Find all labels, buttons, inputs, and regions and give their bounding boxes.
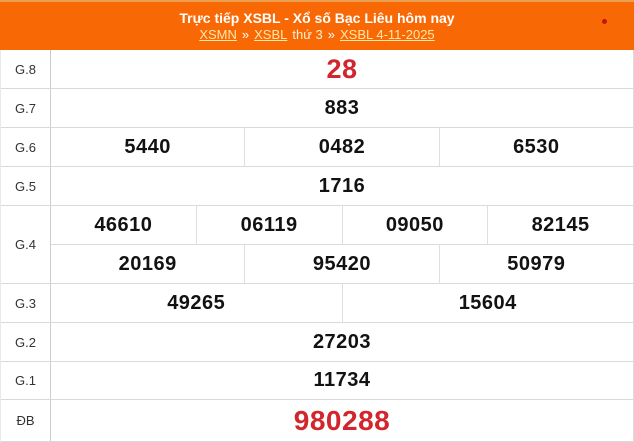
prize-number: 980288 xyxy=(293,404,391,436)
prize-number: 49265 xyxy=(167,291,226,314)
prize-number: 09050 xyxy=(341,206,488,244)
page-title: Trực tiếp XSBL - Xổ số Bạc Liêu hôm nay xyxy=(179,10,455,26)
prize-label: G.5 xyxy=(1,167,51,205)
breadcrumb-separator: » xyxy=(327,27,335,42)
prize-row-g5: G.5 1716 xyxy=(1,167,633,206)
prize-row-g1: G.1 11734 xyxy=(1,362,633,400)
results-table: G.8 28 G.7 883 G.6 5440 0482 6530 xyxy=(0,50,634,442)
prize-row-g8: G.8 28 xyxy=(1,50,633,89)
prize-number: 883 xyxy=(324,96,360,119)
prize-number: 06119 xyxy=(195,206,342,244)
prize-label: G.2 xyxy=(1,323,51,361)
prize-label: G.6 xyxy=(1,128,51,166)
breadcrumb-link-xsbl-date[interactable]: XSBL 4-11-2025 xyxy=(339,27,435,42)
breadcrumb-separator: » xyxy=(241,27,250,42)
prize-label: ĐB xyxy=(1,400,51,441)
prize-label: G.8 xyxy=(1,50,51,88)
prize-number: 28 xyxy=(326,53,358,84)
prize-number: 0482 xyxy=(244,128,438,166)
prize-row-g4: G.4 46610 06119 09050 82145 20169 95420 … xyxy=(1,206,633,284)
breadcrumb-weekday: thứ 3 xyxy=(292,27,323,42)
prize-number: 20169 xyxy=(118,252,177,275)
prize-label: G.4 xyxy=(1,206,51,283)
prize-number: 1716 xyxy=(318,174,366,197)
prize-number: 27203 xyxy=(312,330,372,353)
prize-number: 15604 xyxy=(341,284,634,322)
prize-row-g3: G.3 49265 15604 xyxy=(1,284,633,323)
breadcrumb-link-xsbl[interactable]: XSBL xyxy=(254,27,288,42)
header: Trực tiếp XSBL - Xổ số Bạc Liêu hôm nay … xyxy=(0,0,634,50)
prize-number: 46610 xyxy=(94,213,153,236)
prize-row-db: ĐB 980288 xyxy=(1,400,633,442)
prize-row-g2: G.2 27203 xyxy=(1,323,633,362)
prize-label: G.7 xyxy=(1,89,51,127)
prize-number: 50979 xyxy=(438,245,633,283)
prize-row-g6: G.6 5440 0482 6530 xyxy=(1,128,633,167)
breadcrumb: XSMN » XSBL thứ 3 » XSBL 4-11-2025 xyxy=(199,28,434,41)
breadcrumb-link-xsmn[interactable]: XSMN xyxy=(199,27,237,42)
live-indicator-dot xyxy=(602,19,607,24)
prize-number: 82145 xyxy=(487,206,633,244)
prize-number: 6530 xyxy=(438,128,633,166)
prize-row-g7: G.7 883 xyxy=(1,89,633,128)
prize-number: 95420 xyxy=(244,245,438,283)
prize-number: 11734 xyxy=(313,369,371,391)
prize-label: G.3 xyxy=(1,284,51,322)
prize-label: G.1 xyxy=(1,362,51,399)
prize-number: 5440 xyxy=(124,135,171,158)
